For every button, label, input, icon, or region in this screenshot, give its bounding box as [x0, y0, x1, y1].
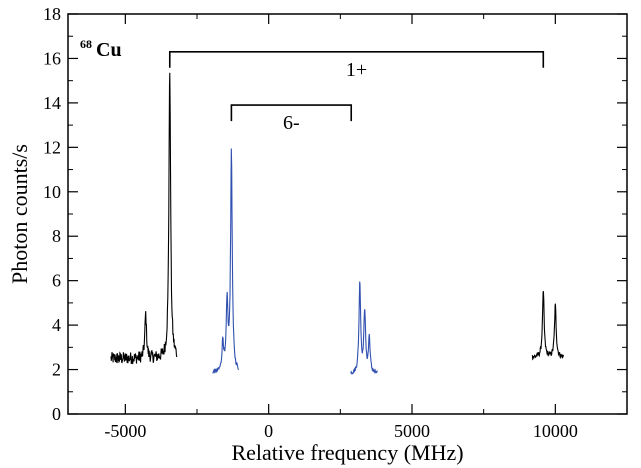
x-tick-label: 5000: [394, 421, 430, 441]
annotation-layer: 68 Cu 1+ 6-: [80, 35, 545, 134]
y-tick-label: 12: [43, 137, 61, 157]
y-tick-label: 16: [43, 48, 61, 68]
y-tick-label: 10: [43, 182, 61, 202]
y-tick-label: 18: [43, 4, 61, 24]
x-axis-label: Relative frequency (MHz): [231, 440, 463, 465]
series-0-segment-0: [110, 72, 178, 365]
y-tick-label: 14: [43, 93, 61, 113]
isotope-label: 68 Cu: [80, 35, 122, 61]
isotope-symbol: Cu: [96, 39, 122, 61]
y-axis-label: Photon counts/s: [7, 144, 32, 284]
isotope-mass-number: 68: [80, 37, 92, 51]
x-tick-label: -5000: [104, 421, 146, 441]
series-1-segment-0: [212, 148, 240, 374]
data-layer: [110, 72, 565, 375]
x-tick-label: 10000: [533, 421, 578, 441]
state-1-bracket: [168, 50, 545, 68]
series-1-segment-1: [350, 281, 378, 375]
state-1-label: 1+: [346, 59, 367, 81]
state-6-bracket: [230, 104, 353, 122]
x-tick-label: 0: [264, 421, 273, 441]
y-tick-label: 6: [52, 271, 61, 291]
state-6-label: 6-: [283, 112, 300, 134]
y-tick-label: 4: [52, 315, 61, 335]
y-tick-label: 2: [52, 360, 61, 380]
y-tick-label: 8: [52, 226, 61, 246]
series-0-segment-1: [531, 290, 565, 361]
y-tick-label: 0: [52, 404, 61, 424]
